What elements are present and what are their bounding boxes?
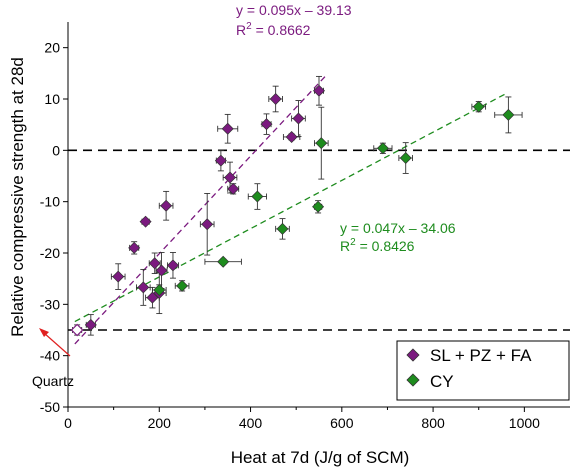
y-tick-label: -10 [40,194,60,210]
data-point [70,323,84,337]
data-point [502,108,515,121]
y-ticks: -50 -40 -30 -20 -10 0 10 20 [40,40,68,415]
data-point [155,264,168,277]
legend-label-sl-pz-fa: SL + PZ + FA [430,346,532,365]
data-point [166,259,179,272]
data-point [201,218,214,231]
data-point [221,122,234,135]
data-point [313,84,325,97]
y-tick-label: -40 [40,348,60,364]
x-tick-label: 1000 [509,415,540,431]
legend-label-cy: CY [430,372,454,391]
legend-box [396,340,570,401]
quartz-arrow [43,332,71,357]
data-point [128,241,141,254]
data-point [312,200,325,213]
fit-line [74,75,327,345]
fit-r2-cy: R2 = 0.8426 [340,237,415,254]
reference-lines [68,149,570,331]
y-tick-label: 0 [52,142,60,158]
x-tick-label: 600 [330,415,354,431]
y-tick-label: -30 [40,296,60,312]
data-point [269,93,282,105]
data-point [376,142,389,155]
data-point [285,130,298,143]
data-point [153,283,166,296]
y-tick-label: -50 [40,399,60,415]
y-axis-title: Relative compressive strength at 28d [8,57,27,337]
fit-r2-sl-pz-fa: R2 = 0.8662 [236,21,311,38]
data-point [315,137,328,150]
x-tick-label: 400 [239,415,263,431]
x-tick-label: 200 [148,415,172,431]
fit-equation-sl-pz-fa: y = 0.095x – 39.13 [236,2,352,18]
y-tick-label: 10 [44,91,60,107]
data-point [217,255,230,268]
data-point [276,222,289,235]
legend: SL + PZ + FA CY [396,340,570,401]
y-tick-label: -20 [40,245,60,261]
fit-line [74,92,507,323]
data-point [227,182,240,195]
data-point [472,100,485,113]
quartz-label: Quartz [32,373,74,389]
data-point [112,270,125,283]
data-point [214,154,227,167]
x-axis-title: Heat at 7d (J/g of SCM) [231,448,410,467]
x-tick-label: 0 [64,415,72,431]
data-point [176,279,189,292]
data-point [160,199,173,212]
y-tick-label: 20 [44,40,60,56]
data-point [292,112,305,125]
legend-marker-cy [406,373,420,387]
x-tick-label: 800 [421,415,445,431]
quartz-arrowhead [39,328,49,337]
markers [70,84,515,337]
quartz-annotation: Quartz [32,328,74,389]
data-point [224,171,237,184]
fit-equation-cy: y = 0.047x – 34.06 [340,220,456,236]
data-point [139,215,152,228]
data-point [260,118,273,131]
data-point [148,257,161,270]
data-point [251,190,264,203]
x-ticks: 0 200 400 600 800 1000 [64,407,540,431]
axes [67,22,570,408]
data-point [137,281,150,294]
data-point [399,152,412,165]
fit-lines [74,75,507,345]
data-point [84,318,97,331]
legend-marker-sl-pz-fa [406,348,420,362]
